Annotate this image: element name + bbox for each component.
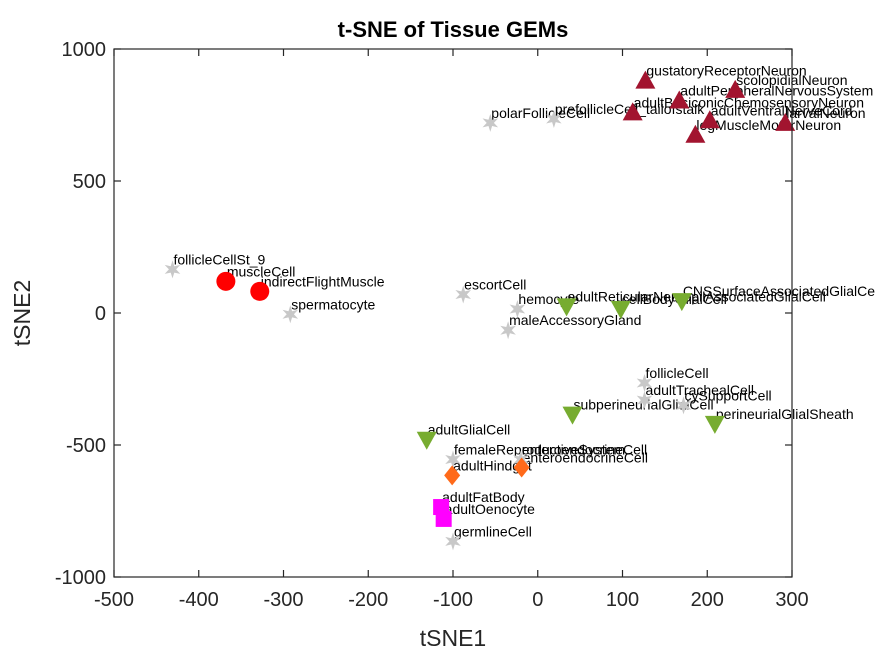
y-tick-label: 1000: [62, 39, 107, 61]
x-tick-label: 100: [606, 589, 639, 611]
data-point-label: enteroendocrineCell: [523, 449, 648, 465]
data-point-label: adultReticularNeuropilAssociatedGlialCel…: [568, 288, 826, 304]
data-point-star: [455, 285, 471, 304]
x-tick-label: -100: [433, 589, 473, 611]
data-point-star: [445, 450, 461, 469]
y-axis-label: tSNE2: [9, 280, 35, 346]
data-point-triangle-down: [704, 415, 725, 434]
data-point-triangle-up: [725, 79, 746, 98]
data-point-label: escortCell: [464, 277, 526, 293]
data-point-triangle-down: [556, 298, 577, 317]
data-point-label: adultTrachealCell: [646, 382, 754, 398]
y-tick-label: 500: [73, 171, 106, 193]
data-point-star: [500, 321, 516, 340]
data-point-star: [164, 260, 181, 279]
data-point-star: [445, 532, 461, 551]
data-point-label: larvalNeuron: [786, 105, 865, 121]
data-point-star: [482, 113, 499, 132]
x-tick-label: 300: [775, 589, 808, 611]
data-point-star: [636, 391, 653, 410]
data-point-label: germlineCell: [454, 523, 532, 539]
x-axis-label: tSNE1: [420, 625, 486, 651]
y-tick-label: -500: [66, 435, 106, 457]
data-point-triangle-down: [610, 301, 631, 320]
data-point-label: adultOenocyte: [445, 501, 535, 517]
data-point-label: cySupportCell: [685, 387, 772, 403]
data-point-label: perineurialGlialSheath: [716, 406, 854, 422]
data-point-triangle-up: [635, 70, 656, 89]
data-point-triangle-down: [671, 293, 692, 312]
data-point-label: spermatocyte: [291, 296, 375, 312]
x-tick-label: -200: [348, 589, 388, 611]
data-point-label: adultGlialCell: [428, 422, 510, 438]
data-point-label: enteroendocrineCell: [522, 442, 647, 458]
data-point-label: polarFollicleCell: [491, 105, 590, 121]
x-tick-label: -500: [94, 589, 134, 611]
data-point-label: follicleCell: [646, 365, 709, 381]
data-point-label: adultHindgut: [453, 457, 532, 473]
data-point-triangle-up: [699, 110, 720, 129]
data-point-diamond: [513, 457, 530, 478]
data-point-triangle-down: [562, 406, 583, 425]
data-point-triangle-up: [622, 102, 643, 121]
x-tick-label: -300: [263, 589, 303, 611]
y-tick-label: -1000: [55, 567, 106, 589]
data-point-label: legMuscleMotorNeuron: [696, 117, 841, 133]
data-point-label: gustatoryReceptorNeuron: [646, 63, 806, 79]
point-labels-layer: follicleCellSt_9spermatocyteescortCellhe…: [173, 63, 875, 540]
data-point-label: follicleCellSt_9: [173, 251, 265, 267]
data-point-label: cellBodyGlialCell: [622, 291, 727, 307]
data-point-star: [675, 396, 692, 415]
data-point-label: indirectFlightMuscle: [261, 273, 385, 289]
x-tick-label: -400: [179, 589, 219, 611]
data-marks-layer: [164, 70, 796, 551]
data-point-star: [546, 110, 562, 128]
chart-title: t-SNE of Tissue GEMs: [338, 17, 569, 42]
data-point-circle: [216, 271, 236, 291]
data-point-triangle-up: [685, 124, 706, 143]
data-point-label: adultFatBody: [442, 489, 525, 505]
data-point-star: [282, 305, 299, 324]
axes-layer: -500 -400 -300 -200 -100 0 100 200 300-1000-5000…: [55, 39, 809, 611]
x-tick-label: 0: [532, 589, 543, 611]
x-tick-label: 200: [691, 589, 724, 611]
data-point-label: adultBasiconicChemosensoryNeuron: [634, 94, 864, 110]
data-point-square: [435, 510, 452, 527]
data-point-label: maleAccessoryGland: [509, 312, 641, 328]
data-point-star: [509, 300, 526, 318]
data-point-triangle-up: [669, 90, 690, 109]
data-point-circle: [250, 281, 270, 301]
data-point-diamond: [444, 465, 461, 486]
data-point-label: adultVentralNerveCord: [711, 102, 853, 118]
data-point-label: femaleReproductiveSystem: [454, 442, 625, 458]
y-tick-label: 0: [95, 303, 106, 325]
data-point-triangle-down: [416, 431, 437, 450]
data-point-label: muscleCell: [227, 263, 295, 279]
data-point-label: CNSSurfaceAssociatedGlialCell: [683, 283, 875, 299]
data-point-star: [636, 374, 653, 392]
data-point-triangle-up: [775, 112, 796, 131]
